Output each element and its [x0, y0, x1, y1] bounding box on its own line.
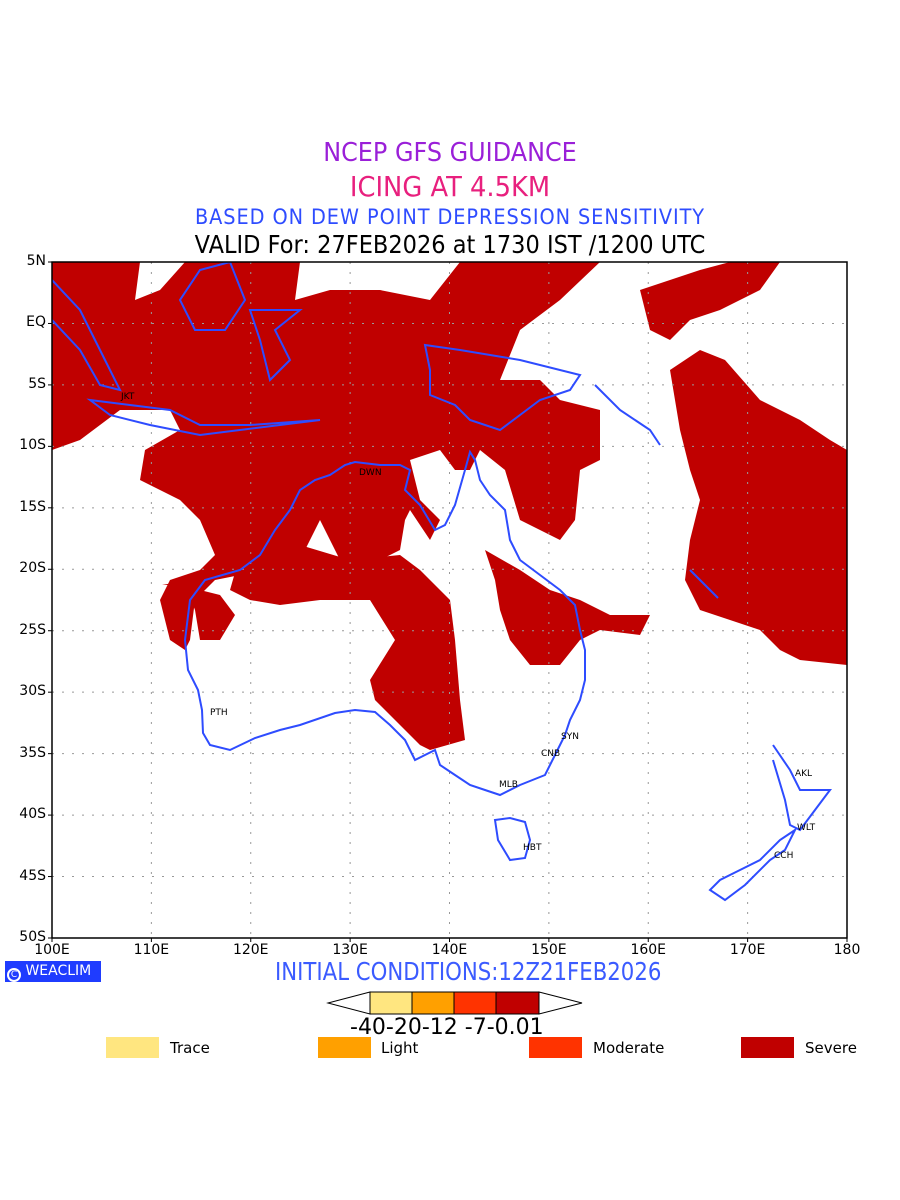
- legend-swatch-severe: [741, 1037, 794, 1058]
- lon-label: 180: [833, 942, 861, 958]
- title-product: ICING AT 4.5KM: [349, 170, 551, 203]
- colorbar-trace: [369, 991, 413, 1015]
- colorbar-moderate: [453, 991, 497, 1015]
- lon-label: 160E: [630, 942, 667, 958]
- lon-label: 120E: [232, 942, 269, 958]
- city-label-perth: PTH: [210, 708, 228, 718]
- coastline-sulawesi: [248, 309, 303, 382]
- legend-swatch-light: [318, 1037, 371, 1058]
- legend-label-severe: Severe: [805, 1039, 857, 1057]
- city-label-jakarta: JKT: [121, 392, 135, 402]
- legend-swatch-trace: [106, 1037, 159, 1058]
- colorbar-severe: [495, 991, 540, 1015]
- lon-label: 100E: [34, 942, 70, 958]
- city-label-christchurch: CCH: [774, 851, 794, 861]
- icing-area-central: [230, 545, 465, 750]
- lat-label: 15S: [19, 498, 46, 515]
- weaclim-logo: C WEACLIM: [5, 961, 101, 982]
- initial-conditions: INITIAL CONDITIONS:12Z21FEB2026: [275, 957, 662, 986]
- lat-label: 25S: [19, 621, 46, 638]
- icing-area-ne: [640, 262, 780, 340]
- icing-severe-areas: [52, 262, 847, 750]
- lat-label: 5S: [28, 375, 46, 392]
- title-valid-time: VALID For: 27FEB2026 at 1730 IST /1200 U…: [194, 230, 706, 259]
- city-label-darwin: DWN: [359, 468, 382, 478]
- lon-label: 170E: [729, 942, 766, 958]
- coastline-new-caledonia: [689, 569, 719, 599]
- legend-swatch-moderate: [529, 1037, 582, 1058]
- coastline-australia: [183, 449, 586, 797]
- coastlines: [52, 262, 832, 902]
- lon-label: 130E: [332, 942, 368, 958]
- logo-text: WEACLIM: [25, 963, 92, 979]
- lat-label: 5N: [26, 253, 46, 269]
- coastline-solomon: [594, 384, 661, 446]
- coastline-java: [86, 398, 321, 437]
- coastline-new-guinea: [423, 343, 582, 432]
- lat-label: 50S: [19, 929, 46, 945]
- city-label-canberra: CNB: [541, 749, 561, 759]
- legend-label-light: Light: [381, 1039, 419, 1057]
- colorbar-left-arrow: [326, 991, 371, 1015]
- lon-label: 140E: [431, 942, 468, 958]
- legend-label-trace: Trace: [170, 1039, 210, 1057]
- icing-area-southwest: [162, 580, 235, 640]
- icing-area-east: [485, 550, 650, 665]
- coastline-tasmania: [493, 816, 532, 862]
- city-label-wellington: WLT: [797, 823, 816, 833]
- title-model: NCEP GFS GUIDANCE: [323, 138, 577, 168]
- lat-label: EQ: [26, 314, 46, 331]
- city-label-melbourne: MLB: [499, 780, 518, 790]
- copyright-icon: C: [7, 968, 21, 982]
- coastline-new-zealand-north: [772, 744, 832, 832]
- coastline-new-zealand-south: [708, 827, 798, 902]
- coastline-sumatra: [52, 279, 122, 392]
- colorbar-levels: -40-20-12 -7-0.01: [350, 1015, 544, 1040]
- colorbar: [326, 991, 583, 1015]
- axis-ticks: [48, 261, 848, 942]
- legend-label-moderate: Moderate: [593, 1039, 665, 1057]
- city-label-auckland: AKL: [795, 769, 813, 779]
- lat-label: 10S: [19, 437, 46, 454]
- lat-label: 30S: [19, 683, 46, 700]
- lat-label: 35S: [19, 744, 46, 761]
- city-label-sydney: SYN: [561, 732, 579, 742]
- icing-area-north: [52, 262, 600, 650]
- lat-label: 40S: [19, 806, 46, 823]
- lon-label: 150E: [531, 942, 567, 958]
- icing-area-pacific: [670, 350, 847, 665]
- colorbar-right-arrow: [538, 991, 583, 1015]
- lat-label: 20S: [19, 560, 46, 577]
- coastline-borneo: [178, 262, 247, 331]
- title-method: BASED ON DEW POINT DEPRESSION SENSITIVIT…: [194, 205, 706, 229]
- lon-label: 110E: [133, 942, 170, 958]
- colorbar-light: [411, 991, 455, 1015]
- city-label-hobart: HBT: [523, 843, 542, 853]
- lat-label: 45S: [19, 867, 46, 884]
